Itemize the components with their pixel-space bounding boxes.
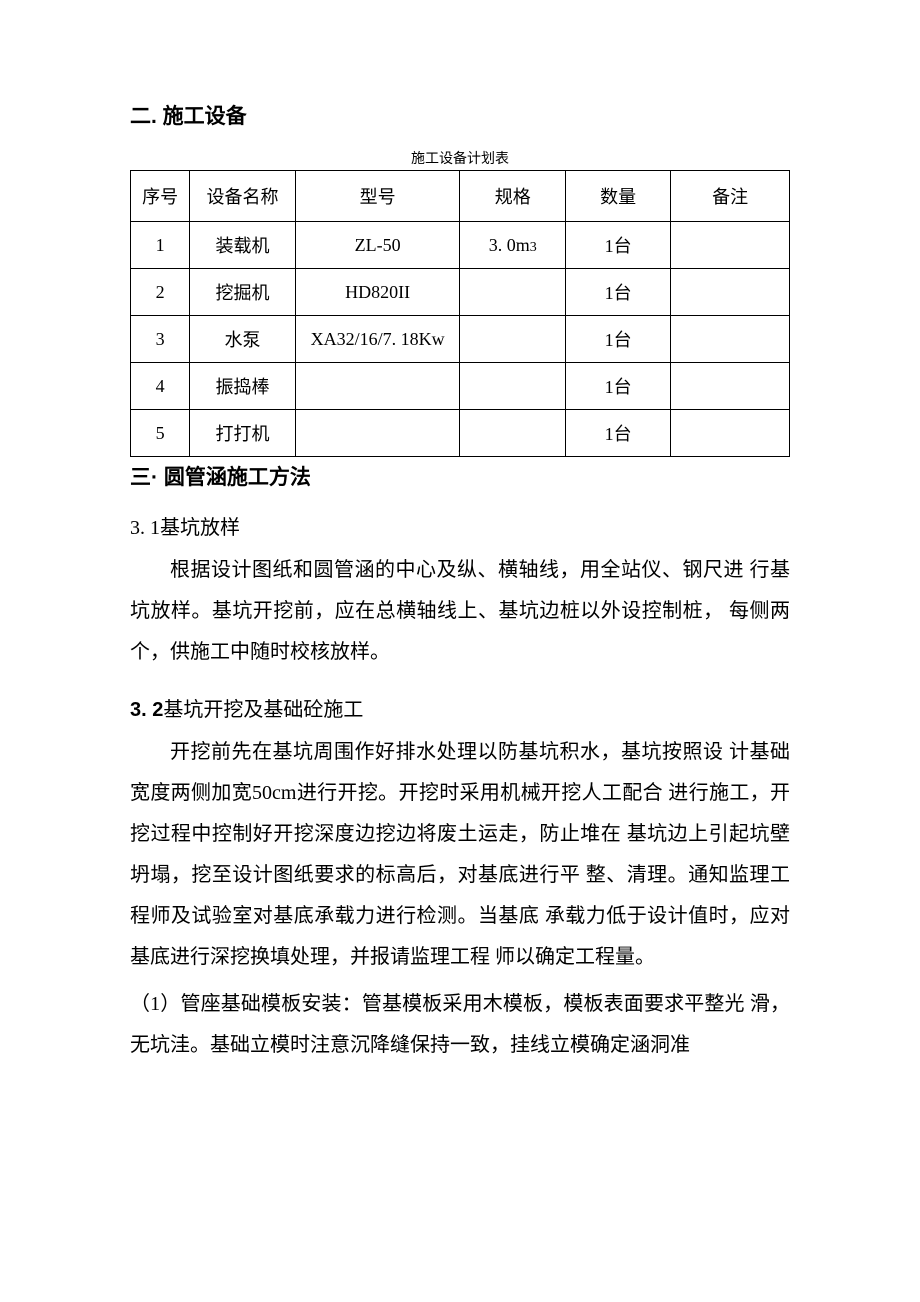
cell: XA32/16/7. 18Kw	[295, 316, 460, 363]
section-3-2-label: 3. 2基坑开挖及基础砼施工	[130, 693, 790, 722]
cell: 1台	[565, 269, 670, 316]
cell: 3	[131, 316, 190, 363]
heading-method: 三· 圆管涵施工方法	[130, 461, 790, 491]
cell	[295, 363, 460, 410]
table-caption: 施工设备计划表	[130, 148, 790, 168]
table-row: 4 振捣棒 1台	[131, 363, 790, 410]
cell	[460, 269, 565, 316]
cell: ZL-50	[295, 222, 460, 269]
cell	[671, 410, 790, 457]
col-header: 型号	[295, 171, 460, 222]
cell: 2	[131, 269, 190, 316]
table-row: 1 装载机 ZL-50 3. 0m3 1台	[131, 222, 790, 269]
heading-equipment: 二. 施工设备	[130, 100, 790, 130]
cell: 水泵	[190, 316, 295, 363]
cell: 1台	[565, 363, 670, 410]
cell: 1台	[565, 410, 670, 457]
col-header: 备注	[671, 171, 790, 222]
cell: 1台	[565, 316, 670, 363]
cell: HD820II	[295, 269, 460, 316]
equipment-table: 序号 设备名称 型号 规格 数量 备注 1 装载机 ZL-50 3. 0m3 1…	[130, 170, 790, 457]
cell: 挖掘机	[190, 269, 295, 316]
col-header: 数量	[565, 171, 670, 222]
document-page: 二. 施工设备 施工设备计划表 序号 设备名称 型号 规格 数量 备注 1 装载…	[0, 0, 920, 1152]
cell: 振捣棒	[190, 363, 295, 410]
cell: 装载机	[190, 222, 295, 269]
cell	[460, 363, 565, 410]
cell: 1台	[565, 222, 670, 269]
col-header: 设备名称	[190, 171, 295, 222]
section-3-1-label: 3. 1基坑放样	[130, 511, 790, 540]
cell	[460, 316, 565, 363]
cell	[671, 222, 790, 269]
col-header: 序号	[131, 171, 190, 222]
cell: 5	[131, 410, 190, 457]
table-header-row: 序号 设备名称 型号 规格 数量 备注	[131, 171, 790, 222]
col-header: 规格	[460, 171, 565, 222]
cell: 3. 0m3	[460, 222, 565, 269]
section-3-2-item1: （1）管座基础模板安装：管基模板采用木模板，模板表面要求平整光 滑，无坑洼。基础…	[130, 984, 790, 1066]
cell: 4	[131, 363, 190, 410]
table-row: 5 打打机 1台	[131, 410, 790, 457]
cell: 打打机	[190, 410, 295, 457]
section-3-1-body: 根据设计图纸和圆管涵的中心及纵、横轴线，用全站仪、钢尺进 行基坑放样。基坑开挖前…	[130, 550, 790, 673]
section-3-2-body: 开挖前先在基坑周围作好排水处理以防基坑积水，基坑按照设 计基础宽度两侧加宽50c…	[130, 732, 790, 978]
table-row: 3 水泵 XA32/16/7. 18Kw 1台	[131, 316, 790, 363]
cell	[295, 410, 460, 457]
cell: 1	[131, 222, 190, 269]
cell	[671, 316, 790, 363]
cell	[671, 269, 790, 316]
cell	[460, 410, 565, 457]
table-row: 2 挖掘机 HD820II 1台	[131, 269, 790, 316]
cell	[671, 363, 790, 410]
